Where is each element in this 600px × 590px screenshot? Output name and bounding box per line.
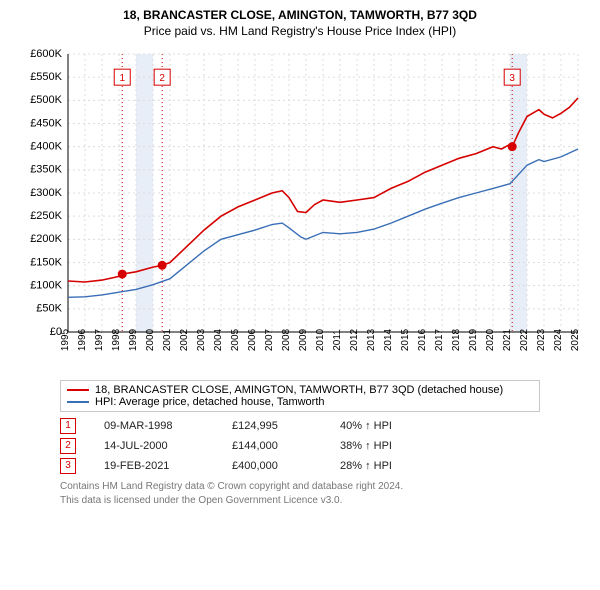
legend-swatch (67, 401, 89, 403)
event-price: £144,000 (232, 440, 312, 452)
svg-text:2: 2 (159, 73, 165, 84)
svg-text:£50K: £50K (36, 303, 62, 315)
legend-label: HPI: Average price, detached house, Tamw… (95, 396, 325, 408)
svg-text:£200K: £200K (30, 233, 62, 245)
event-badge: 2 (60, 438, 76, 454)
credit-line: This data is licensed under the Open Gov… (60, 494, 540, 508)
svg-text:£250K: £250K (30, 210, 62, 222)
event-row: 2 14-JUL-2000 £144,000 38% ↑ HPI (60, 438, 540, 454)
svg-text:£100K: £100K (30, 280, 62, 292)
titles: 18, BRANCASTER CLOSE, AMINGTON, TAMWORTH… (12, 8, 588, 38)
event-delta: 38% ↑ HPI (340, 440, 392, 452)
chart-area: £0£50K£100K£150K£200K£250K£300K£350K£400… (12, 44, 588, 374)
credit-text: Contains HM Land Registry data © Crown c… (60, 480, 540, 507)
legend-item: HPI: Average price, detached house, Tamw… (67, 396, 533, 408)
event-delta: 40% ↑ HPI (340, 420, 392, 432)
event-date: 14-JUL-2000 (104, 440, 204, 452)
svg-text:£450K: £450K (30, 117, 62, 129)
event-badge: 1 (60, 418, 76, 434)
event-badge: 3 (60, 458, 76, 474)
event-price: £124,995 (232, 420, 312, 432)
credit-line: Contains HM Land Registry data © Crown c… (60, 480, 540, 494)
legend-label: 18, BRANCASTER CLOSE, AMINGTON, TAMWORTH… (95, 384, 503, 396)
svg-text:£550K: £550K (30, 71, 62, 83)
svg-text:£500K: £500K (30, 94, 62, 106)
svg-text:£600K: £600K (30, 48, 62, 60)
legend-item: 18, BRANCASTER CLOSE, AMINGTON, TAMWORTH… (67, 384, 533, 396)
event-row: 3 19-FEB-2021 £400,000 28% ↑ HPI (60, 458, 540, 474)
event-price: £400,000 (232, 460, 312, 472)
chart-title: 18, BRANCASTER CLOSE, AMINGTON, TAMWORTH… (12, 8, 588, 22)
svg-text:1: 1 (119, 73, 125, 84)
event-date: 09-MAR-1998 (104, 420, 204, 432)
chart-subtitle: Price paid vs. HM Land Registry's House … (12, 24, 588, 38)
legend-swatch (67, 389, 89, 391)
event-date: 19-FEB-2021 (104, 460, 204, 472)
chart-svg: £0£50K£100K£150K£200K£250K£300K£350K£400… (12, 44, 588, 374)
events-table: 1 09-MAR-1998 £124,995 40% ↑ HPI 2 14-JU… (60, 418, 540, 474)
event-row: 1 09-MAR-1998 £124,995 40% ↑ HPI (60, 418, 540, 434)
svg-text:£300K: £300K (30, 187, 62, 199)
event-delta: 28% ↑ HPI (340, 460, 392, 472)
svg-text:£400K: £400K (30, 141, 62, 153)
chart-container: 18, BRANCASTER CLOSE, AMINGTON, TAMWORTH… (0, 0, 600, 590)
svg-text:£150K: £150K (30, 256, 62, 268)
svg-text:3: 3 (509, 73, 515, 84)
legend: 18, BRANCASTER CLOSE, AMINGTON, TAMWORTH… (60, 380, 540, 412)
svg-text:£350K: £350K (30, 164, 62, 176)
